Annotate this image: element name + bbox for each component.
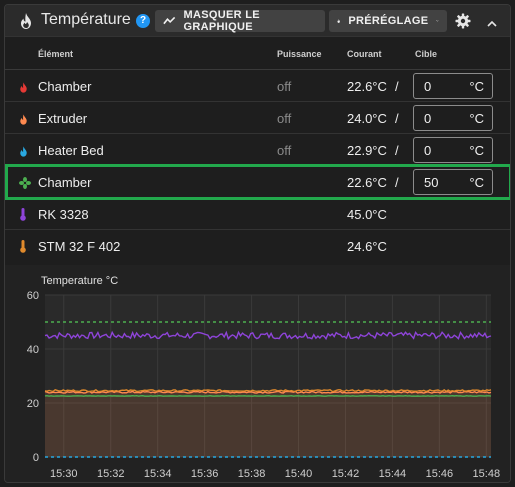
row-current: 45.0°C — [347, 207, 387, 222]
fan-icon — [19, 176, 31, 194]
series-line — [44, 330, 492, 341]
y-tick-label: 20 — [27, 398, 39, 410]
row-name[interactable]: RK 3328 — [38, 207, 89, 222]
row-name[interactable]: Chamber — [38, 79, 92, 94]
panel-header: Température ? MASQUER LE GRAPHIQUE PRÉRÉ… — [5, 5, 510, 37]
chart-line-icon — [163, 16, 176, 25]
target-value: 0 — [424, 111, 432, 126]
temperature-chart: Temperature °C 15:30 15:32 15:34 15:36 15:38… — [5, 265, 510, 483]
series-line — [44, 394, 492, 397]
x-tick-label: 15:32 — [97, 468, 125, 480]
row-slash: / — [395, 111, 399, 126]
series-fill — [45, 392, 491, 457]
x-tick-label: 15:38 — [238, 468, 266, 480]
target-input[interactable]: 0 °C — [413, 73, 493, 99]
column-current: Courant — [347, 49, 382, 59]
flame-icon — [19, 112, 28, 130]
target-value: 50 — [424, 175, 439, 190]
x-tick-label: 15:46 — [426, 468, 454, 480]
row-power: off — [277, 143, 292, 158]
preset-label: PRÉRÉGLAGE — [348, 15, 429, 27]
x-tick-label: 15:34 — [144, 468, 172, 480]
panel-title: Température — [41, 11, 131, 28]
chart-title: Temperature °C — [41, 275, 119, 287]
x-tick-label: 15:44 — [379, 468, 407, 480]
flame-icon — [19, 144, 28, 162]
row-power: off — [277, 79, 292, 94]
row-current: 22.6°C — [347, 79, 387, 94]
temperature-panel: Température ? MASQUER LE GRAPHIQUE PRÉRÉ… — [4, 4, 511, 483]
row-name[interactable]: Chamber — [38, 175, 92, 190]
x-tick-label: 15:30 — [50, 468, 78, 480]
row-current: 24.0°C — [347, 111, 387, 126]
x-tick-label: 15:36 — [191, 468, 219, 480]
y-tick-label: 60 — [27, 290, 39, 302]
row-current: 24.6°C — [347, 239, 387, 254]
column-target: Cible — [415, 49, 438, 59]
target-unit: °C — [469, 79, 484, 94]
preset-dropdown[interactable]: PRÉRÉGLAGE — [329, 10, 447, 32]
target-unit: °C — [469, 111, 484, 126]
flame-icon — [19, 80, 28, 98]
x-tick-label: 15:48 — [473, 468, 501, 480]
flame-icon — [337, 19, 340, 23]
gear-icon[interactable] — [455, 13, 471, 34]
table-row: Chamber off 22.6°C / 0 °C — [5, 70, 510, 102]
flame-icon — [19, 13, 33, 34]
y-tick-label: 40 — [27, 344, 39, 356]
target-unit: °C — [469, 175, 484, 190]
hide-graph-label: MASQUER LE GRAPHIQUE — [183, 9, 260, 33]
table-row: RK 3328 45.0°C — [5, 198, 510, 230]
column-power: Puissance — [277, 49, 322, 59]
row-current: 22.6°C — [347, 175, 387, 190]
thermometer-icon — [19, 208, 27, 226]
help-icon[interactable]: ? — [136, 14, 150, 28]
row-slash: / — [395, 175, 399, 190]
column-element: Élément — [38, 49, 74, 59]
x-tick-label: 15:40 — [285, 468, 313, 480]
target-input[interactable]: 0 °C — [413, 137, 493, 163]
chart-plot[interactable]: 15:30 15:32 15:34 15:36 15:38 15:40 15:42 15:44… — [5, 265, 510, 483]
chevron-down-icon — [436, 20, 439, 22]
chevron-up-icon[interactable] — [487, 15, 497, 33]
table-header: Élément Puissance Courant Cible — [5, 38, 510, 70]
row-name[interactable]: Heater Bed — [38, 143, 104, 158]
row-slash: / — [395, 79, 399, 94]
x-tick-label: 15:42 — [332, 468, 360, 480]
target-value: 0 — [424, 143, 432, 158]
thermometer-icon — [19, 240, 27, 258]
row-power: off — [277, 111, 292, 126]
target-unit: °C — [469, 143, 484, 158]
row-name[interactable]: Extruder — [38, 111, 88, 126]
hide-graph-button[interactable]: MASQUER LE GRAPHIQUE — [155, 9, 325, 33]
table-row: Extruder off 24.0°C / 0 °C — [5, 102, 510, 134]
row-name[interactable]: STM 32 F 402 — [38, 239, 121, 254]
series-line — [44, 388, 492, 393]
row-slash: / — [395, 143, 399, 158]
target-input[interactable]: 50 °C — [413, 169, 493, 195]
table-row: Chamber 22.6°C / 50 °C — [5, 166, 510, 198]
series-line — [44, 390, 492, 394]
target-value: 0 — [424, 79, 432, 94]
table-row: Heater Bed off 22.9°C / 0 °C — [5, 134, 510, 166]
y-tick-label: 0 — [33, 452, 39, 464]
target-input[interactable]: 0 °C — [413, 105, 493, 131]
table-row: STM 32 F 402 24.6°C — [5, 230, 510, 262]
row-current: 22.9°C — [347, 143, 387, 158]
